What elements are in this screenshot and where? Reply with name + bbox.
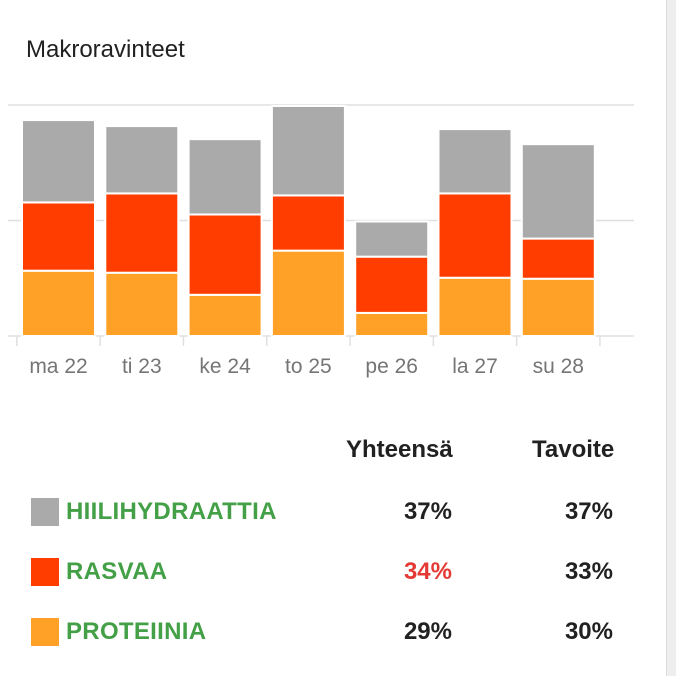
x-tick-label-1: ti 23 — [122, 355, 162, 378]
bar-fat-2 — [187, 213, 263, 296]
x-tick-label-5: la 27 — [452, 355, 498, 378]
goal-column-header: Tavoite — [532, 436, 615, 463]
x-tick-label-6: su 28 — [533, 355, 584, 378]
card-title: Makroravinteet — [26, 36, 185, 63]
legend-row-carbs[interactable]: HIILIHYDRAATTIA 37% 37% — [0, 498, 666, 538]
fat-swatch — [31, 558, 59, 586]
macros-bar-chart: ma 22 ti 23 ke 24 to 25 pe 26 la 27 su 28 — [8, 104, 634, 378]
total-column-header: Yhteensä — [346, 436, 453, 463]
bar-fat-0 — [21, 201, 96, 272]
bar-protein-5 — [437, 276, 513, 338]
bar-carbs-3 — [270, 105, 346, 197]
protein-total: 29% — [403, 618, 452, 645]
carbs-total: 37% — [403, 498, 452, 525]
legend-row-fat[interactable]: RASVAA 34% 33% — [0, 558, 666, 598]
bar-carbs-1 — [104, 125, 180, 195]
x-tick-label-0: ma 22 — [29, 355, 87, 378]
bar-carbs-6 — [520, 143, 596, 240]
bar-protein-4 — [354, 311, 430, 337]
bar-protein-6 — [520, 277, 596, 337]
legend-row-protein[interactable]: PROTEIINIA 29% 30% — [0, 618, 666, 658]
protein-goal: 30% — [564, 618, 613, 645]
bar-protein-3 — [270, 249, 346, 337]
bar-fat-1 — [104, 192, 180, 274]
scroll-edge — [666, 0, 676, 676]
x-tick-label-4: pe 26 — [365, 355, 418, 378]
bar-protein-0 — [21, 269, 96, 337]
bar-fat-6 — [520, 237, 596, 280]
fat-total: 34% — [403, 558, 452, 585]
carbs-swatch — [31, 498, 59, 526]
bar-protein-1 — [104, 271, 180, 337]
bar-carbs-0 — [21, 119, 96, 204]
bar-fat-3 — [270, 194, 346, 252]
bar-fat-4 — [354, 255, 430, 314]
protein-swatch — [31, 618, 59, 646]
carbs-goal: 37% — [564, 498, 613, 525]
bar-fat-5 — [437, 192, 513, 279]
fat-label: RASVAA — [66, 558, 168, 585]
x-tick-label-3: to 25 — [285, 355, 332, 378]
x-tick-label-2: ke 24 — [199, 355, 251, 378]
bar-carbs-5 — [437, 128, 513, 195]
bar-protein-2 — [187, 293, 263, 338]
protein-label: PROTEIINIA — [66, 618, 207, 645]
fat-goal: 33% — [564, 558, 613, 585]
bar-carbs-2 — [187, 138, 263, 216]
carbs-label: HIILIHYDRAATTIA — [66, 498, 277, 525]
bar-carbs-4 — [354, 220, 430, 258]
